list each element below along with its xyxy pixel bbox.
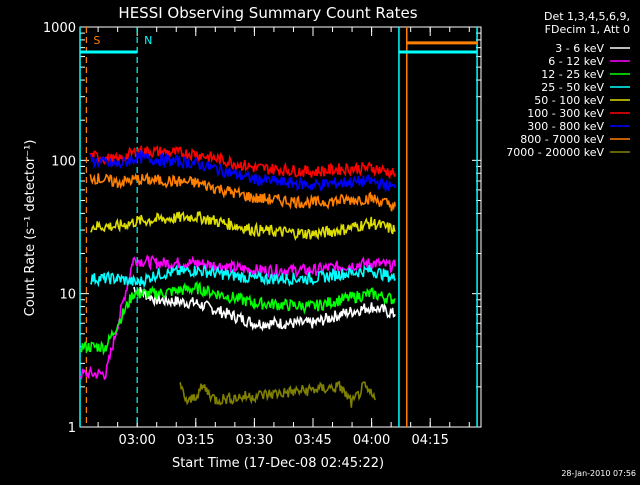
series-line (89, 149, 396, 192)
marker-label: N (144, 34, 152, 47)
series-line (90, 211, 396, 241)
legend-entry-label: 100 - 300 keV (527, 107, 604, 120)
plot-area: 1 10 100 1000 03:00 03:15 03:30 03:45 04:00 04:15… (43, 21, 482, 448)
x-tick-label: 03:45 (294, 433, 331, 448)
y-axis-label: Count Rate (s⁻¹ detector⁻¹) (23, 140, 38, 317)
legend-entry-label: 800 - 7000 keV (520, 133, 604, 146)
x-tick-label: 03:30 (236, 433, 273, 448)
series-line (79, 254, 396, 381)
y-tick-label: 10 (59, 288, 76, 303)
legend: Det 1,3,4,5,6,9,FDecim 1, Att 0 3 - 6 keV… (506, 10, 630, 159)
marker-label: S (93, 34, 100, 47)
legend-entry-label: 300 - 800 keV (527, 120, 604, 133)
series-line (133, 286, 396, 332)
x-tick-label: 03:15 (177, 433, 214, 448)
x-axis-label: Start Time (17-Dec-08 02:45:22) (172, 456, 384, 471)
legend-entry-label: 25 - 50 keV (541, 81, 604, 94)
y-tick-label: 100 (51, 154, 76, 169)
legend-header: FDecim 1, Att 0 (545, 23, 630, 36)
chart-title: HESSI Observing Summary Count Rates (118, 4, 417, 22)
series-line (179, 380, 377, 408)
legend-entry-label: 7000 - 20000 keV (506, 146, 604, 159)
footer-timestamp: 28-Jan-2010 07:56 (561, 469, 636, 478)
legend-entry-label: 12 - 25 keV (541, 68, 604, 81)
y-tick-label: 1 (68, 421, 76, 436)
legend-header: Det 1,3,4,5,6,9, (544, 10, 630, 23)
y-tick-label: 1000 (43, 21, 76, 36)
series-line (89, 263, 396, 289)
x-tick-label: 03:00 (118, 433, 155, 448)
legend-entry-label: 6 - 12 keV (548, 55, 604, 68)
legend-entry-label: 50 - 100 keV (534, 94, 604, 107)
x-tick-label: 04:00 (353, 433, 390, 448)
series-line (79, 280, 396, 356)
x-tick-label: 04:15 (411, 433, 448, 448)
series-line (89, 172, 396, 212)
legend-entry-label: 3 - 6 keV (555, 42, 604, 55)
